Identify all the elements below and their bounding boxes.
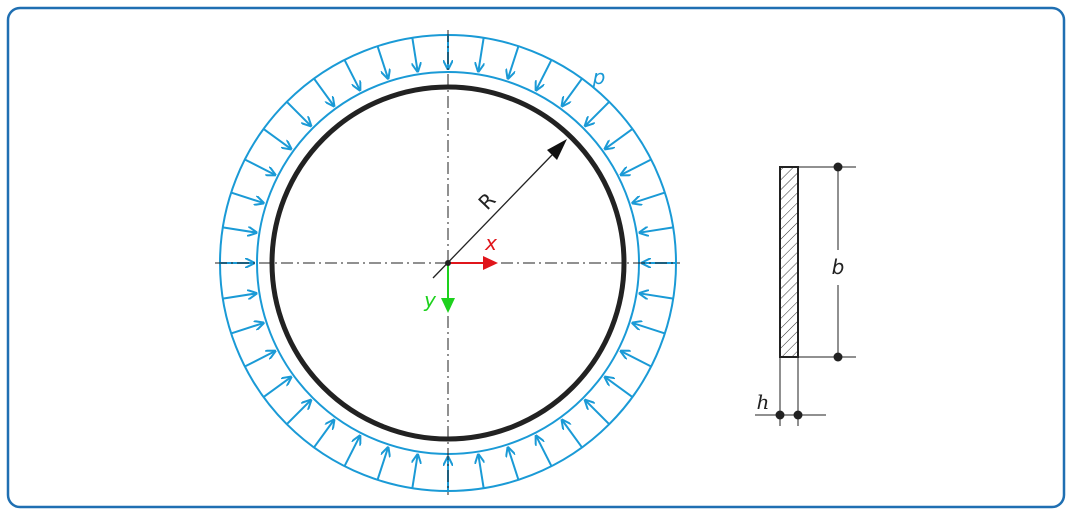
pressure-arrow	[230, 191, 264, 204]
dim-dot	[833, 352, 843, 362]
pressure-arrow	[343, 435, 360, 467]
pressure-arrow	[604, 376, 634, 398]
thickness-label: h	[757, 390, 770, 414]
width-label: b	[832, 255, 845, 279]
pressure-arrow	[620, 351, 652, 368]
pressure-arrow	[262, 376, 292, 398]
pressure-arrow	[561, 77, 583, 107]
pressure-arrows	[220, 35, 676, 491]
pressure-arrow	[222, 227, 258, 232]
pressure-arrow	[412, 37, 417, 73]
ring	[269, 84, 627, 442]
dim-dot	[833, 162, 843, 172]
pressure-arrow	[262, 128, 292, 150]
pressure-arrow	[286, 399, 312, 425]
radius-line	[432, 154, 553, 279]
pressure-arrow	[222, 293, 258, 298]
pressure-arrow	[376, 45, 389, 79]
pressure-arrow	[536, 59, 553, 91]
cross-section	[779, 166, 799, 358]
pressure-arrow	[536, 435, 553, 467]
pressure-arrow	[286, 101, 312, 127]
pressure-arrow	[508, 45, 520, 79]
pressure-arrow	[412, 454, 417, 489]
pressure-arrow	[478, 37, 483, 73]
pressure-arrow	[313, 77, 335, 107]
pressure-arrow	[639, 227, 674, 232]
radius-arrowhead	[547, 139, 567, 160]
pressure-arrow	[639, 293, 674, 298]
frame	[6, 6, 1066, 509]
pressure-label: p	[592, 65, 606, 89]
pressure-arrow	[508, 447, 520, 481]
dim-dot	[775, 410, 785, 420]
pressure-arrow	[604, 128, 634, 150]
pressure-arrow	[561, 419, 583, 449]
pressure-arrow	[244, 351, 276, 368]
pressure-arrow	[230, 323, 264, 335]
y-label: y	[423, 288, 437, 312]
x-label: x	[484, 231, 497, 255]
pressure-arrow	[584, 399, 610, 425]
pressure-arrow	[343, 59, 360, 91]
pressure-arrow	[632, 191, 666, 204]
x-arrowhead	[483, 256, 498, 270]
pressure-arrow	[478, 454, 483, 489]
origin	[445, 260, 451, 266]
pressure-arrow	[620, 158, 652, 175]
pressure-arrow	[313, 419, 335, 449]
pressure-arrow	[632, 323, 666, 335]
pressure-arrow	[584, 101, 610, 127]
y-arrowhead	[441, 298, 455, 313]
pressure-arrow	[376, 447, 389, 481]
dim-dot	[793, 410, 803, 420]
pressure-arrow	[244, 158, 276, 175]
